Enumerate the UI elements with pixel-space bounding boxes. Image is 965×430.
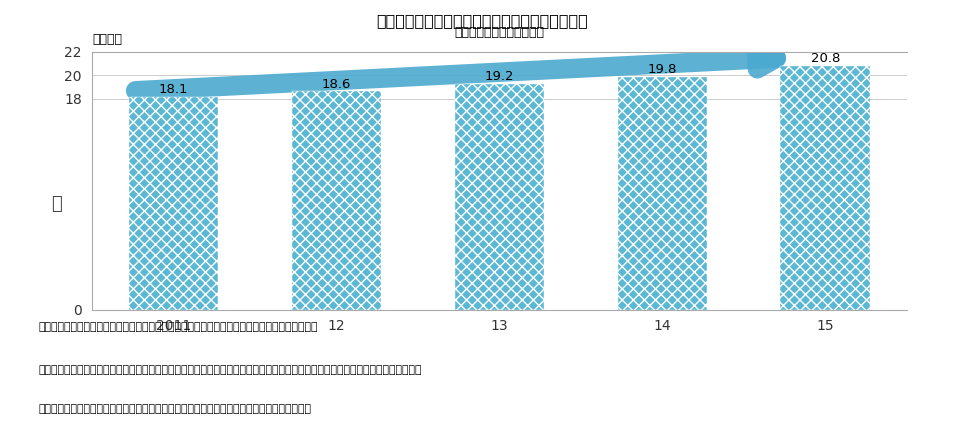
Text: 〜: 〜	[51, 195, 62, 213]
Text: 18.1: 18.1	[159, 83, 188, 96]
Text: 研究者の新規採用数の推移: 研究者の新規採用数の推移	[455, 26, 544, 39]
Text: 18.6: 18.6	[321, 77, 351, 91]
Text: 19.8: 19.8	[648, 64, 677, 77]
Text: 資料出所　総務省「科学技術研究調査」をもとに厚生労働省労働政策担当参事官室において作成: 資料出所 総務省「科学技術研究調査」をもとに厚生労働省労働政策担当参事官室におい…	[39, 322, 318, 332]
Text: 付２－（２）－３図　研究者の新規採用数の推移: 付２－（２）－３図 研究者の新規採用数の推移	[376, 13, 589, 28]
Bar	[128, 97, 218, 310]
Text: （千人）: （千人）	[92, 33, 123, 46]
Text: 19.2: 19.2	[484, 71, 514, 83]
Text: 20.8: 20.8	[811, 52, 840, 65]
Bar	[291, 92, 381, 310]
FancyArrowPatch shape	[136, 49, 776, 91]
Text: 歴を問わない。）で，特定のテーマをもって研究を行っている者」と定義している。: 歴を問わない。）で，特定のテーマをもって研究を行っている者」と定義している。	[39, 404, 312, 414]
Bar	[618, 77, 707, 310]
Bar	[455, 84, 544, 310]
Text: （注）　研究者については、「大学（短期大学を除く。）の課程を修了した者，又はこれと同等以上の専門的知識を有する者（学: （注） 研究者については、「大学（短期大学を除く。）の課程を修了した者，又はこれ…	[39, 366, 422, 375]
Bar	[781, 66, 870, 310]
